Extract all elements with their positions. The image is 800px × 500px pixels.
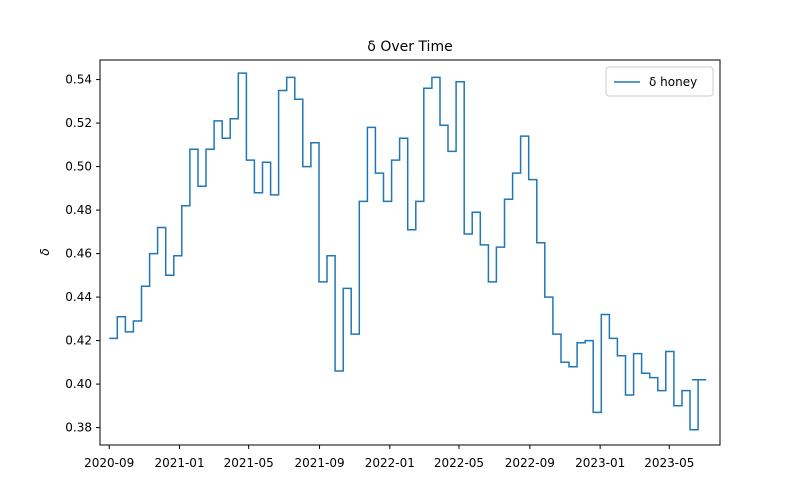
y-axis-ticks: 0.38 0.40 0.42 0.44 0.46 0.48 0.50 0.52 0.54 <box>65 73 100 435</box>
axes-frame <box>99 59 721 446</box>
x-tick-label: 2021-05 <box>224 456 274 470</box>
plot-area: 2020-09 2021-01 2021-05 2021-09 2022-01 2022-… <box>65 59 721 470</box>
y-tick-label: 0.52 <box>65 116 92 130</box>
y-tick-label: 0.54 <box>65 73 92 87</box>
y-tick-label: 0.48 <box>65 203 92 217</box>
legend: δ honey <box>605 66 714 97</box>
x-tick-label: 2020-09 <box>84 456 134 470</box>
x-tick-label: 2023-05 <box>644 456 694 470</box>
y-axis-label: δ <box>38 248 52 255</box>
chart-title: δ Over Time <box>367 39 452 55</box>
y-tick-label: 0.40 <box>65 377 92 391</box>
x-tick-label: 2021-01 <box>154 456 204 470</box>
y-tick-label: 0.38 <box>65 421 92 435</box>
x-tick-label: 2023-01 <box>575 456 625 470</box>
x-tick-label: 2021-09 <box>294 456 344 470</box>
x-tick-label: 2022-09 <box>505 456 555 470</box>
x-axis-ticks: 2020-09 2021-01 2021-05 2021-09 2022-01 2022-… <box>84 445 694 470</box>
y-tick-label: 0.50 <box>65 160 92 174</box>
legend-entry: δ honey <box>649 75 697 89</box>
legend-box <box>605 66 714 97</box>
x-tick-label: 2022-05 <box>434 456 484 470</box>
y-tick-label: 0.44 <box>65 290 92 304</box>
y-tick-label: 0.42 <box>65 334 92 348</box>
series-line-delta-honey <box>109 72 707 431</box>
y-tick-label: 0.46 <box>65 247 92 261</box>
x-tick-label: 2022-01 <box>365 456 415 470</box>
